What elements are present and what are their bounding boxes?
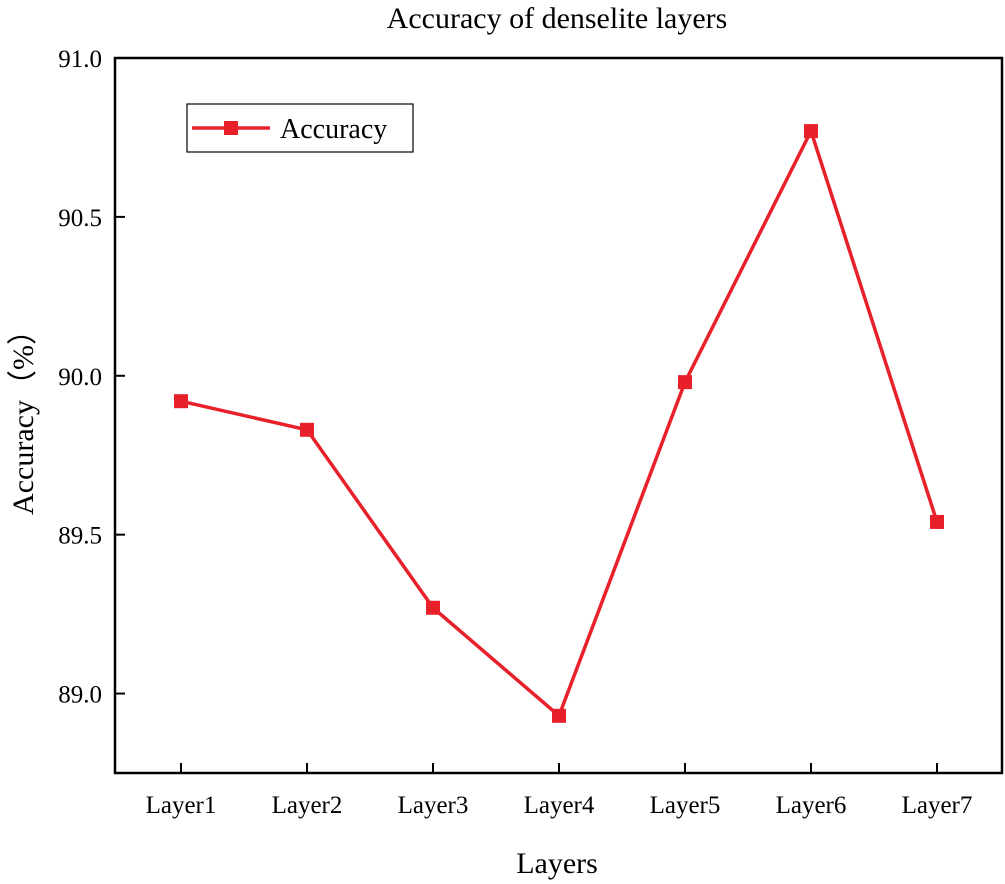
series-line-accuracy [180,129,939,718]
y-tick-label: 89.0 [58,682,102,709]
data-point [930,514,944,529]
x-axis: Layer1 Layer2 Layer3 Layer4 Layer5 Layer6 Laye… [146,763,973,819]
data-point [678,375,692,390]
x-tick-label: Layer3 [398,792,469,819]
x-tick-label: Layer2 [272,792,343,819]
chart-title: Accuracy of denselite layers [387,2,728,35]
data-point [426,600,440,615]
legend: Accuracy [186,103,414,153]
y-axis-title: Accuracy（%） [7,315,40,515]
data-point [174,394,188,409]
x-tick-label: Layer1 [146,792,217,819]
series-layer [174,124,944,723]
x-axis-title: Layers [516,847,598,880]
data-point [300,422,314,437]
x-tick-label: Layer4 [524,792,595,819]
y-tick-label: 90.5 [58,205,102,232]
data-point [804,124,818,139]
legend-label: Accuracy [280,114,387,145]
x-tick-label: Layer7 [902,792,973,819]
x-tick-label: Layer6 [776,792,847,819]
legend-marker-swatch [224,121,238,135]
y-tick-label: 90.0 [58,364,102,391]
x-tick-label: Layer5 [650,792,721,819]
y-tick-label: 89.5 [58,523,102,550]
y-axis: 89.0 89.5 90.0 90.5 91.0 [58,46,125,709]
y-tick-label: 91.0 [58,46,102,73]
data-point [552,708,566,723]
